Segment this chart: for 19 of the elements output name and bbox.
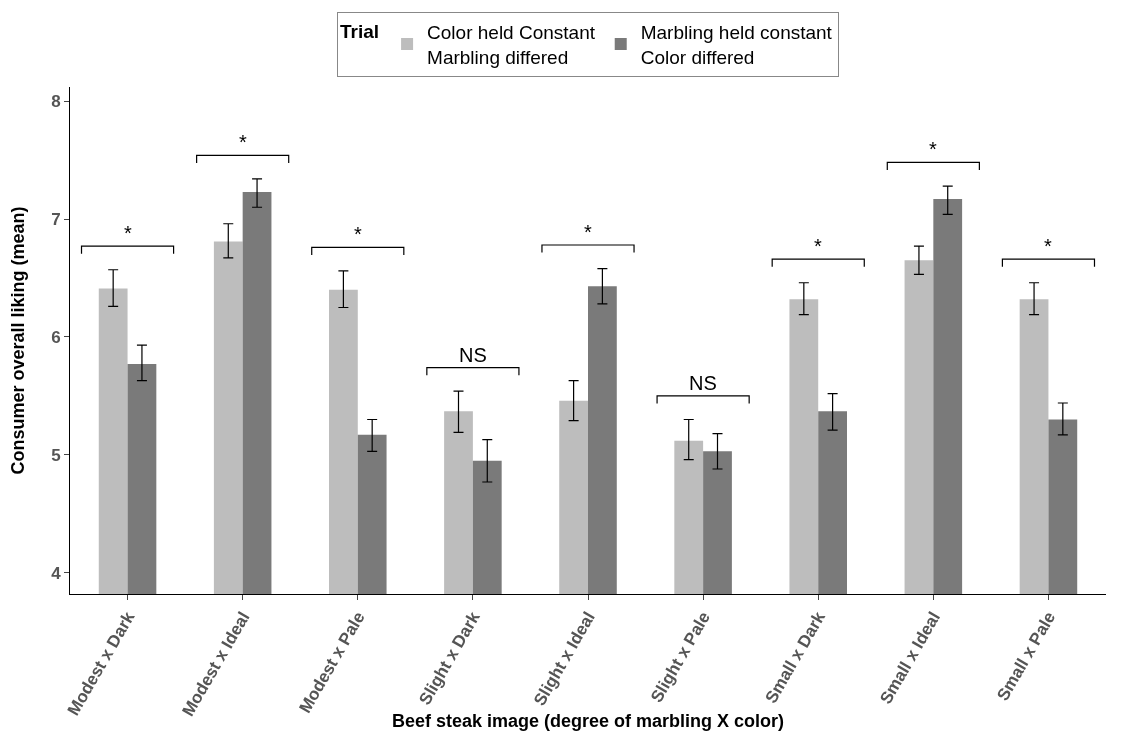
annotation: * [124,222,132,244]
y-tick-label: 8 [51,92,61,112]
legend-title: Trial [340,20,380,42]
y-tick-label: 7 [51,210,61,230]
annotation: NS [689,372,717,394]
annotation: * [814,235,822,257]
y-tick-label: 5 [51,445,61,465]
annotation: * [354,223,362,245]
y-axis-title: Consumer overall liking (mean) [8,206,28,475]
annotation: * [1044,235,1052,257]
y-tick-label: 6 [51,327,61,347]
annotation: * [929,138,937,160]
legend-label: Marbling held constant Color differed [640,22,833,68]
x-axis-title: Beef steak image (degree of marbling X color) [391,710,785,731]
annotation: * [584,221,592,243]
y-tick-label: 4 [51,563,62,583]
legend-label: Color held Constant Marbling differed [427,22,596,68]
annotation: NS [459,344,487,366]
annotation: * [239,131,247,153]
